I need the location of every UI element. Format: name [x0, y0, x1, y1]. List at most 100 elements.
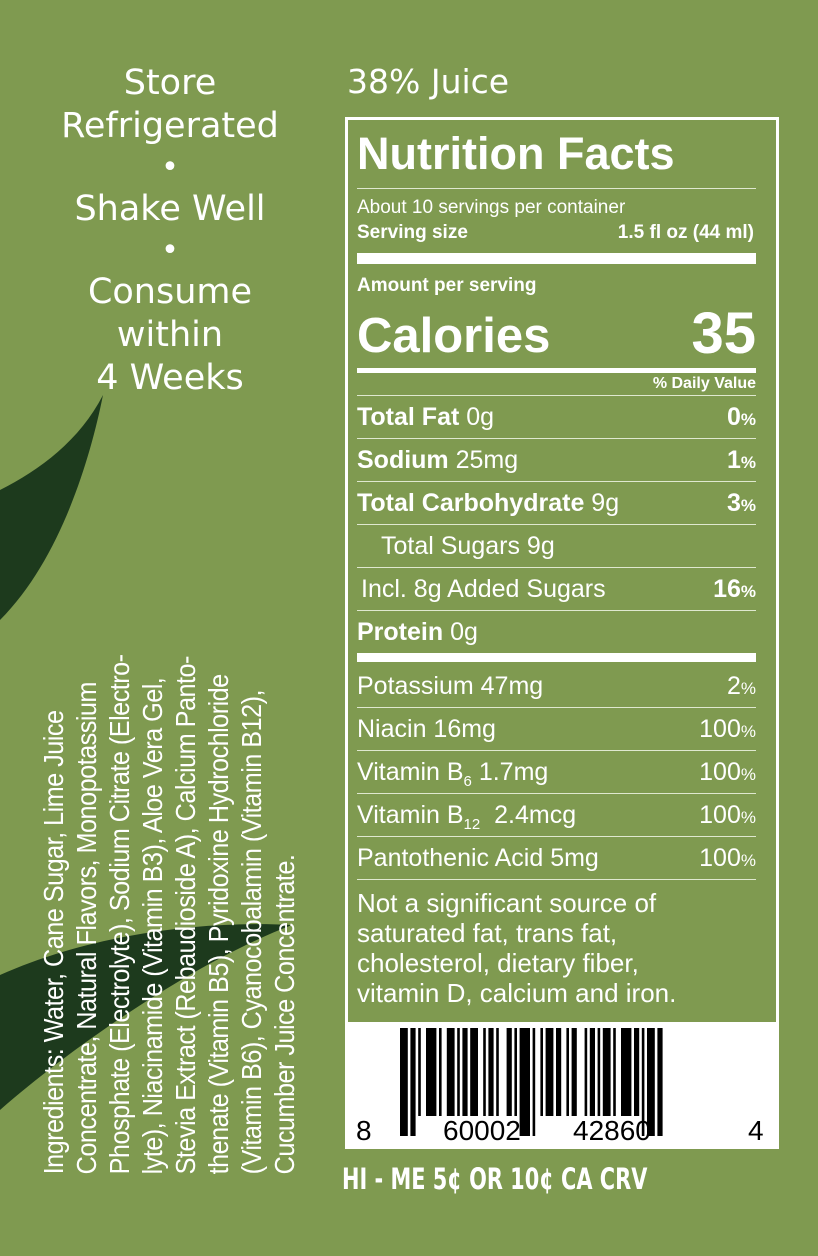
pct-sign: % — [740, 410, 756, 429]
dv-value: 3 — [726, 489, 741, 517]
barcode-bar — [657, 1028, 663, 1136]
ingredients-line: (Vitamin B6), Cyanocobalamin (Vitamin B1… — [236, 690, 267, 1175]
barcode-bar — [571, 1028, 577, 1116]
nutrient-name: Total Fat — [357, 403, 460, 431]
juice-percentage: 38% Juice — [347, 62, 510, 101]
vitamin-name: Pantothenic Acid 5mg — [357, 844, 599, 872]
amount-per-serving: Amount per serving — [357, 275, 537, 296]
nutrient-name: Sodium — [357, 446, 449, 474]
barcode-bar — [426, 1028, 437, 1116]
bullet: • — [161, 233, 179, 268]
barcode-digits: 8 — [356, 1115, 372, 1146]
vitamin-name: Potassium 47mg — [357, 672, 544, 700]
ingredients-line: Cucumber Juice Concentrate. — [269, 854, 300, 1175]
nutrient-row: Total Sugars 9g — [357, 525, 756, 568]
storage-line: Store — [123, 63, 217, 103]
nutrient-dv: 1% — [727, 439, 756, 481]
pct-sign: % — [740, 582, 756, 601]
barcode-bar — [446, 1028, 455, 1116]
nutrient-row: Incl. 8g Added Sugars 16% — [357, 568, 756, 611]
barcode-bar — [457, 1028, 460, 1116]
barcode: 8 60002 42860 4 — [348, 1022, 776, 1146]
crv-deposit: HI - ME 5¢ OR 10¢ CA CRV — [342, 1162, 648, 1196]
nutrient-name: Incl. 8g Added Sugars — [361, 575, 606, 603]
vitamin-row: Niacin 16mg 100% — [357, 708, 756, 751]
calories-label: Calories — [357, 309, 551, 363]
serving-size-label: Serving size — [357, 222, 468, 243]
pct-sign: % — [740, 808, 756, 827]
pct-sign: % — [740, 765, 756, 784]
nutrient-amount: 25mg — [455, 446, 519, 474]
vitamin-row: Vitamin B6 1.7mg 100% — [357, 751, 756, 794]
barcode-bar — [634, 1028, 640, 1116]
subscript: 12 — [463, 816, 481, 833]
barcode-bar — [540, 1028, 543, 1116]
thick-divider — [357, 253, 756, 264]
vitamin-row: Vitamin B12 2.4mcg 100% — [357, 794, 756, 837]
dv-value: 16 — [713, 575, 741, 603]
ingredients-line: Phosphate (Electrolyte), Sodium Citrate … — [104, 654, 135, 1175]
serving-size: Serving size 1.5 fl oz (44 ml) — [357, 220, 756, 245]
vitamin-name: Vitamin B — [357, 801, 464, 829]
vitamin-amount: 2.4mcg — [480, 801, 577, 829]
calories-row: Calories 35 — [357, 298, 756, 364]
footnote-line: vitamin D, calcium and iron. — [357, 978, 677, 1008]
nutrient-name: Total Carbohydrate — [357, 489, 585, 517]
dv-value: 1 — [726, 446, 741, 474]
footnote-line: Not a significant source of — [357, 888, 657, 918]
vitamin-amount: 1.7mg — [471, 758, 549, 786]
dv-value: 2 — [726, 672, 741, 700]
vitamin-name: Niacin 16mg — [357, 715, 496, 743]
nutrient-dv: 3% — [727, 482, 756, 524]
vitamin-dv: 100% — [699, 794, 756, 836]
vitamin-row: Pantothenic Acid 5mg 100% — [357, 837, 756, 880]
ingredients-line: Stevia Extract (Rebaudioside A), Calcium… — [170, 656, 201, 1175]
barcode-bar — [556, 1028, 562, 1116]
dv-value: 100 — [699, 801, 741, 829]
barcode-digits: 4 — [748, 1115, 764, 1146]
barcode-bar — [400, 1028, 408, 1136]
nutrient-row: Total Carbohydrate 9g 3% — [357, 482, 756, 525]
barcode-bar — [584, 1028, 588, 1116]
ingredients-line: Ingredients: Water, Cane Sugar, Lime Jui… — [38, 710, 69, 1175]
dv-value: 100 — [699, 844, 741, 872]
barcode-digits: 42860 — [573, 1115, 651, 1146]
storage-line: Refrigerated — [61, 106, 279, 146]
nutrition-title: Nutrition Facts — [357, 120, 756, 189]
nutrient-amount: 9g — [591, 489, 620, 517]
barcode-bar — [602, 1028, 611, 1116]
barcode-bar — [439, 1028, 442, 1116]
ingredients: Ingredients: Water, Cane Sugar, Lime Jui… — [37, 540, 307, 1175]
ingredients-line: Concentrate, Natural Flavors, Monopotass… — [71, 682, 102, 1175]
barcode-bar — [647, 1028, 655, 1136]
pct-sign: % — [740, 453, 756, 472]
barcode-digits: 60002 — [443, 1115, 521, 1146]
nutrient-row: Total Fat 0g 0% — [357, 396, 756, 439]
medium-divider — [357, 368, 756, 373]
barcode-bar — [621, 1028, 632, 1116]
calories-value: 35 — [691, 301, 756, 366]
footnote-line: cholesterol, dietary fiber, — [357, 948, 639, 978]
nutrient-row: Sodium 25mg 1% — [357, 439, 756, 482]
servings: About 10 servings per container — [357, 197, 626, 218]
vitamin-name: Vitamin B — [357, 758, 464, 786]
pct-sign: % — [740, 496, 756, 515]
barcode-bar — [514, 1028, 517, 1116]
vitamin-dv: 2% — [727, 665, 756, 707]
barcode-bar — [462, 1028, 468, 1116]
vitamin-row: Potassium 47mg 2% — [357, 665, 756, 708]
ingredients-line: lyte), Niacinamide (Vitamin B3), Aloe Ve… — [137, 677, 168, 1175]
storage-line: 4 Weeks — [96, 358, 244, 398]
pct-sign: % — [740, 851, 756, 870]
barcode-bar — [597, 1028, 601, 1116]
nutrient-row: Protein 0g — [357, 611, 756, 654]
nutrient-amount: 0g — [450, 618, 478, 646]
vitamin-dv: 100% — [699, 751, 756, 793]
nutrient-dv: 0% — [727, 396, 756, 438]
storage-line: Shake Well — [74, 189, 266, 229]
nutrient-name: Total Sugars 9g — [381, 532, 555, 560]
barcode-bar — [418, 1028, 421, 1116]
vitamin-dv: 100% — [699, 837, 756, 879]
subscript: 6 — [463, 773, 472, 790]
